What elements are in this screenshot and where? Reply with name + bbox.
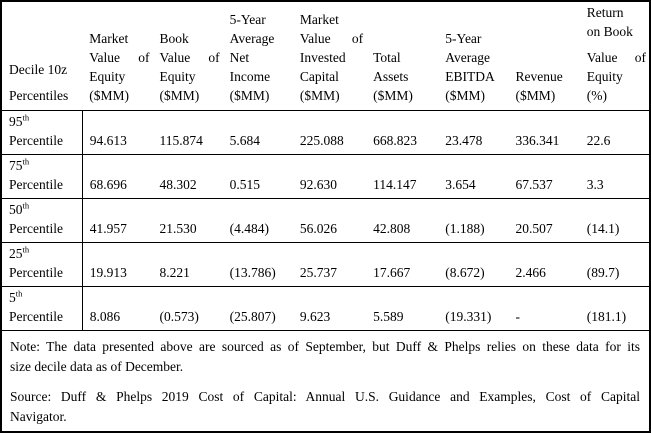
cell: 68.696 <box>82 154 153 199</box>
table-row-50th: 50th Percentile 41.957 21.530 (4.484) 56… <box>1 198 650 243</box>
cell: 67.537 <box>508 154 580 199</box>
header-row: Decile 10z Percentiles Market Value of E… <box>1 1 650 111</box>
cell: (181.1) <box>579 286 650 331</box>
cell: 92.630 <box>292 154 367 199</box>
cell: 23.478 <box>438 110 509 155</box>
col-header-market-value-invested-capital: Market Value of Invested Capital ($MM) <box>292 1 367 111</box>
table-row-75th: 75th Percentile 68.696 48.302 0.515 92.6… <box>1 154 650 199</box>
col-header-return-on-book-value-of-equity: Return on Book Value of Equity (%) <box>579 1 650 111</box>
cell: (25.807) <box>222 286 293 331</box>
cell: (19.331) <box>438 286 509 331</box>
col-header-book-value-of-equity: Book Value of Equity ($MM) <box>152 1 223 111</box>
cell: 8.221 <box>152 242 223 287</box>
cell: (89.7) <box>579 242 650 287</box>
col-header-5yr-avg-ebitda: 5-Year Average EBITDA ($MM) <box>438 1 509 111</box>
cell: 8.086 <box>82 286 153 331</box>
cell: 56.026 <box>292 198 367 243</box>
cell: 225.088 <box>292 110 367 155</box>
cell: 115.874 <box>152 110 223 155</box>
cell: 21.530 <box>152 198 223 243</box>
cell: 5.684 <box>222 110 293 155</box>
cell: 94.613 <box>82 110 153 155</box>
cell: (8.672) <box>438 242 509 287</box>
footnote-row: Note: The data presented above are sourc… <box>1 331 650 433</box>
ordinal-suffix: th <box>22 156 30 167</box>
cell: (13.786) <box>222 242 293 287</box>
col-header-total-assets: Total Assets ($MM) <box>366 1 439 111</box>
table-row-95th: 95th Percentile 94.613 115.874 5.684 225… <box>1 110 650 155</box>
cell: 20.507 <box>508 198 580 243</box>
cell: 9.623 <box>292 286 367 331</box>
row-label: 95th Percentile <box>1 110 83 155</box>
row-label: 25th Percentile <box>1 242 83 287</box>
cell: (1.188) <box>438 198 509 243</box>
header-line: Decile 10z <box>9 62 68 77</box>
cell: 668.823 <box>366 110 439 155</box>
cell: 48.302 <box>152 154 223 199</box>
cell: 336.341 <box>508 110 580 155</box>
source-text: Source: Duff & Phelps 2019 Cost of Capit… <box>10 389 640 424</box>
col-header-decile-percentiles: Decile 10z Percentiles <box>1 1 83 111</box>
ordinal-suffix: th <box>15 288 23 299</box>
cell: 41.957 <box>82 198 153 243</box>
cell: 114.147 <box>366 154 439 199</box>
row-label: 75th Percentile <box>1 154 83 199</box>
note-text: Note: The data presented above are sourc… <box>10 339 640 374</box>
row-label: 5th Percentile <box>1 286 83 331</box>
cell: 19.913 <box>82 242 153 287</box>
cell: 3.3 <box>579 154 650 199</box>
cell: (14.1) <box>579 198 650 243</box>
row-label: 50th Percentile <box>1 198 83 243</box>
cell: 22.6 <box>579 110 650 155</box>
col-header-revenue: Revenue ($MM) <box>508 1 580 111</box>
table-row-5th: 5th Percentile 8.086 (0.573) (25.807) 9.… <box>1 286 650 331</box>
table-row-25th: 25th Percentile 19.913 8.221 (13.786) 25… <box>1 242 650 287</box>
cell: - <box>508 286 580 331</box>
footnote-cell: Note: The data presented above are sourc… <box>1 331 650 433</box>
cell: 25.737 <box>292 242 367 287</box>
cell: 17.667 <box>366 242 439 287</box>
col-header-market-value-of-equity: Market Value of Equity ($MM) <box>82 1 153 111</box>
cell: 0.515 <box>222 154 293 199</box>
cell: 42.808 <box>366 198 439 243</box>
header-line: Percentiles <box>9 88 69 103</box>
cell: 3.654 <box>438 154 509 199</box>
cell: 5.589 <box>366 286 439 331</box>
ordinal-suffix: th <box>22 244 30 255</box>
ordinal-suffix: th <box>22 200 30 211</box>
ordinal-suffix: th <box>22 112 30 123</box>
cell: (0.573) <box>152 286 223 331</box>
col-header-5yr-avg-net-income: 5-Year Average Net Income ($MM) <box>222 1 293 111</box>
cell: (4.484) <box>222 198 293 243</box>
cell: 2.466 <box>508 242 580 287</box>
